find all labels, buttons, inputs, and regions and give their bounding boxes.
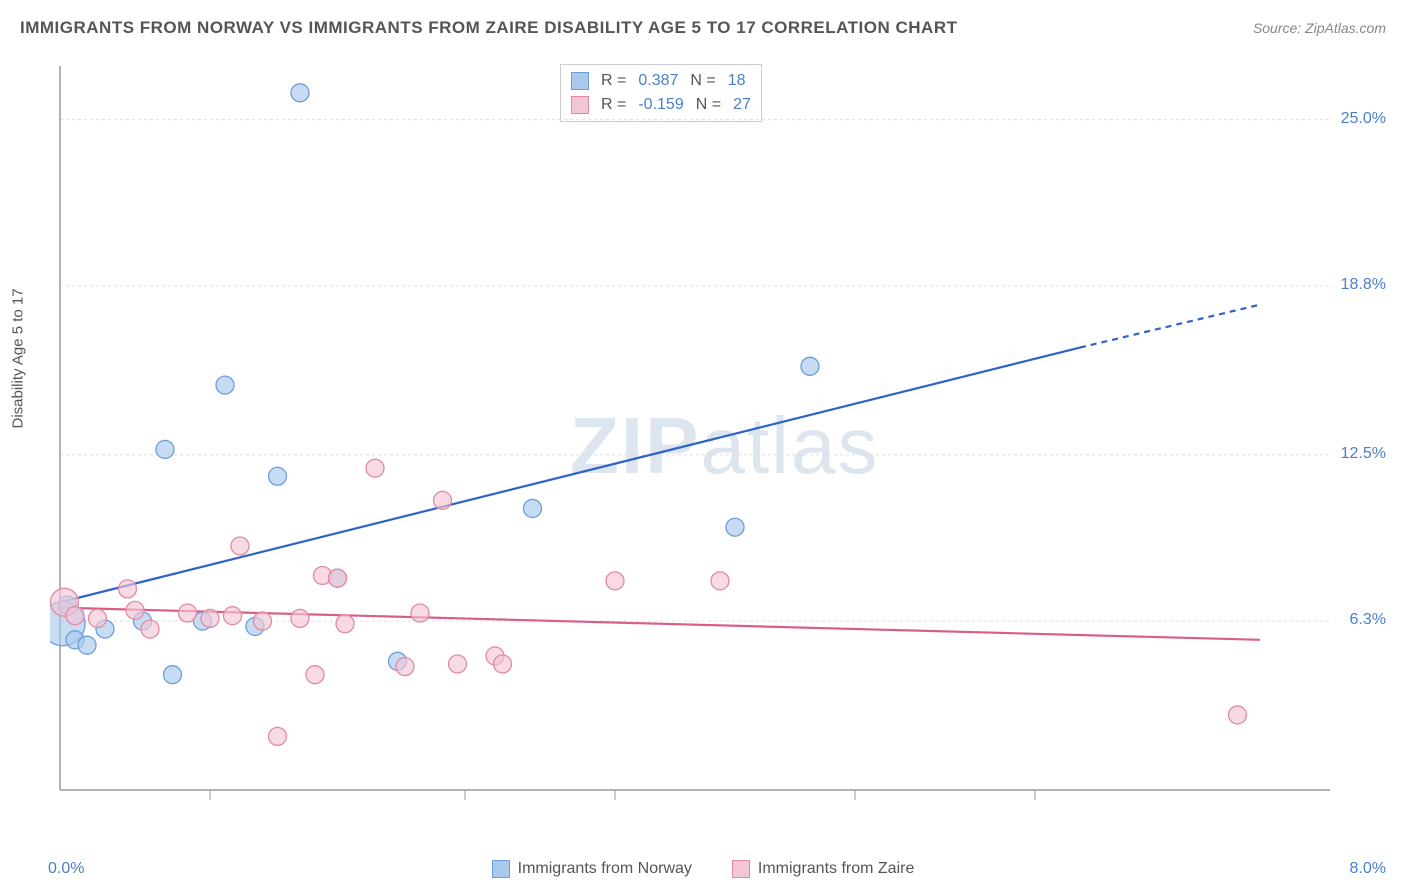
- legend-item-norway: Immigrants from Norway: [492, 860, 692, 878]
- y-tick-label: 6.3%: [1350, 611, 1386, 629]
- y-tick-label: 18.8%: [1341, 276, 1386, 294]
- y-axis-label: Disability Age 5 to 17: [10, 288, 27, 428]
- legend-item-zaire: Immigrants from Zaire: [732, 860, 914, 878]
- series-label-norway: Immigrants from Norway: [518, 860, 692, 878]
- swatch-zaire: [732, 860, 750, 878]
- scatter-plot: [50, 60, 1330, 830]
- swatch-norway: [492, 860, 510, 878]
- series-label-zaire: Immigrants from Zaire: [758, 860, 914, 878]
- source-credit: Source: ZipAtlas.com: [1253, 20, 1386, 36]
- y-tick-label: 12.5%: [1341, 445, 1386, 463]
- chart-title: IMMIGRANTS FROM NORWAY VS IMMIGRANTS FRO…: [20, 18, 958, 38]
- series-legend: Immigrants from Norway Immigrants from Z…: [0, 860, 1406, 878]
- y-tick-label: 25.0%: [1341, 110, 1386, 128]
